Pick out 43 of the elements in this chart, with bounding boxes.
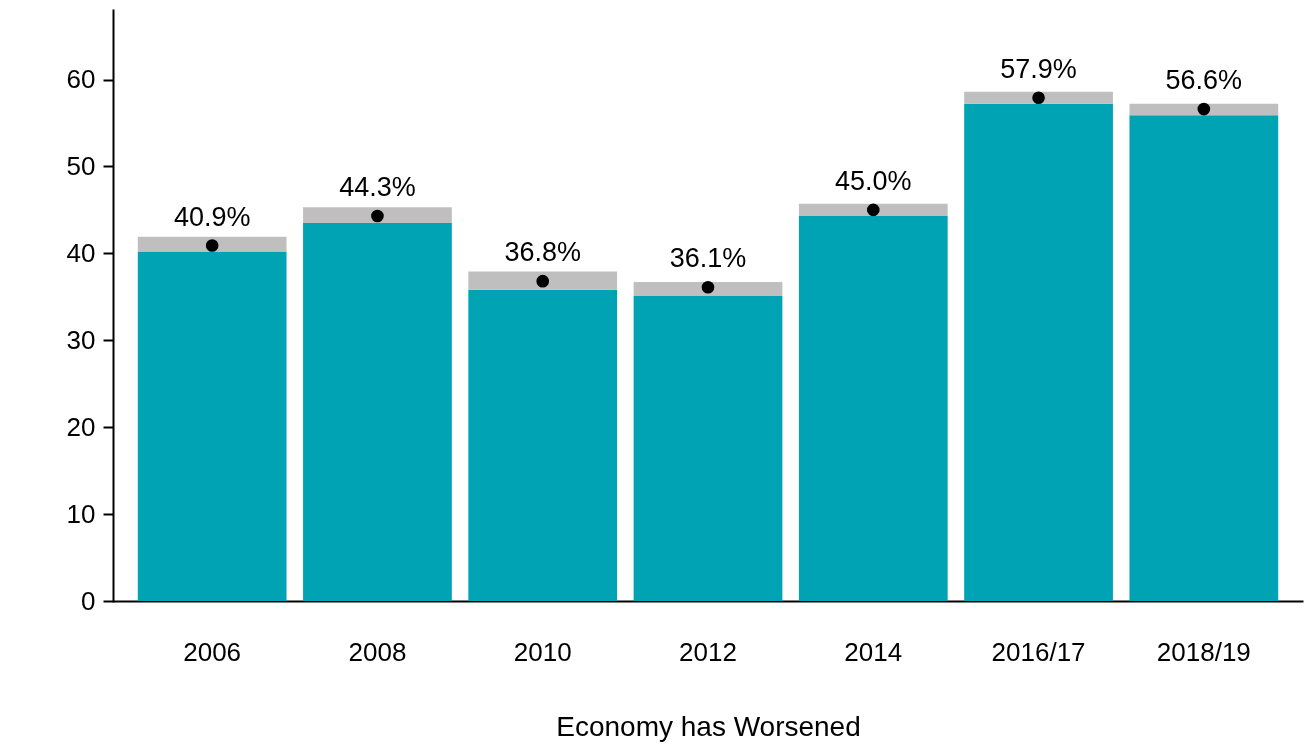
bar: [633, 295, 783, 601]
bar: [964, 91, 1113, 104]
bar: [633, 282, 783, 296]
bar: [468, 289, 618, 601]
y-tick-label: 20: [66, 411, 96, 442]
y-tick-label: 10: [66, 498, 96, 529]
point: [1032, 91, 1045, 105]
point: [866, 203, 880, 217]
point: [536, 274, 550, 288]
x-tick-label: 2012: [679, 636, 737, 667]
x-tick-label: 2016/17: [991, 636, 1086, 667]
x-tick-label: 2014: [844, 636, 903, 667]
bar: [1129, 103, 1279, 116]
x-tick-label: 2006: [183, 636, 242, 667]
bar: [137, 236, 287, 252]
data-label: 36.8%: [504, 237, 581, 268]
data-label: 45.0%: [835, 165, 912, 196]
data-label: 44.3%: [339, 171, 416, 202]
bar: [137, 251, 287, 601]
point: [205, 239, 219, 252]
data-label: 36.1%: [669, 243, 747, 274]
y-tick-label: 40: [66, 237, 96, 268]
x-tick-label: 2008: [348, 636, 407, 667]
bar: [468, 271, 618, 290]
y-tick-label: 60: [66, 64, 96, 95]
bar: [798, 215, 948, 601]
bar: [303, 207, 452, 223]
x-axis-title: Economy has Worsened: [556, 710, 861, 742]
bar: [303, 222, 452, 601]
data-label: 56.6%: [1165, 65, 1243, 96]
data-label: 57.9%: [1000, 53, 1077, 84]
y-tick-label: 50: [66, 150, 96, 181]
x-tick-label: 2018/19: [1156, 636, 1251, 667]
bar: [798, 203, 948, 216]
bar: [1129, 115, 1279, 601]
data-label: 40.9%: [173, 201, 251, 232]
y-tick-label: 30: [66, 324, 96, 355]
point: [371, 209, 384, 223]
point: [701, 280, 715, 294]
bar: [964, 103, 1113, 601]
x-tick-label: 2010: [513, 636, 572, 667]
y-tick-label: 0: [81, 585, 96, 616]
point: [1197, 102, 1211, 116]
